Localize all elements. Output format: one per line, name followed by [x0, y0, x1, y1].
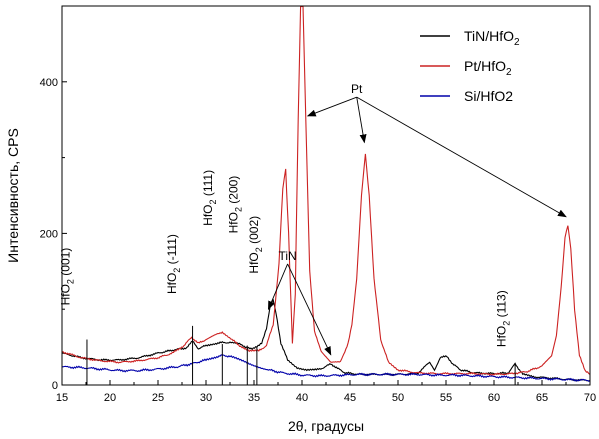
- x-tick-label: 30: [200, 392, 212, 404]
- x-tick-label: 15: [56, 392, 68, 404]
- x-tick-label: 55: [440, 392, 452, 404]
- peak-arrow: [356, 97, 367, 144]
- x-tick-label: 70: [584, 392, 596, 404]
- y-tick-label: 200: [40, 228, 58, 240]
- annotation-label: HfO2 (-111): [165, 234, 182, 294]
- legend: TiN/HfO2 Pt/HfO2 Si/HfO2: [420, 28, 520, 104]
- y-tick-label: 400: [40, 77, 58, 89]
- series-line-1: [62, 298, 590, 382]
- annotation-label: HfO2 (113): [495, 290, 512, 347]
- x-tick-label: 40: [296, 392, 308, 404]
- legend-label: Si/HfO2: [464, 88, 513, 104]
- x-axis-label: 2θ, градусы: [288, 418, 364, 434]
- annotation-label: HfO2 (002): [247, 216, 264, 274]
- x-tick-label: 60: [488, 392, 500, 404]
- annotation-label: HfO2 (001): [59, 248, 76, 306]
- series-line-2: [62, 6, 590, 376]
- peak-arrow: [356, 96, 567, 218]
- peak-arrow: [306, 96, 357, 117]
- y-axis-label: Интенсивность, CPS: [5, 128, 21, 263]
- annotation-label: HfO2 (111): [201, 170, 218, 226]
- x-tick-label: 45: [344, 392, 356, 404]
- series-line-3: [62, 354, 590, 382]
- annotation-label: HfO2 (200): [227, 176, 244, 234]
- legend-label: Pt/HfO2: [464, 58, 512, 78]
- axes-layer: 15 20 25 30 35 40 45 50 55 60 65 70 0 200 400: [40, 77, 596, 404]
- x-tick-label: 65: [536, 392, 548, 404]
- x-tick-label: 25: [152, 392, 164, 404]
- annotation-layer: HfO2 (001) HfO2 (-111) HfO2 (111) HfO2 (200…: [59, 82, 567, 385]
- legend-label: TiN/HfO2: [464, 28, 520, 48]
- peak-group-label: TiN: [278, 249, 296, 263]
- series-layer: [62, 6, 590, 382]
- x-tick-label: 20: [104, 392, 116, 404]
- y-tick-label: 0: [52, 380, 58, 392]
- peak-arrow: [287, 263, 332, 356]
- peak-group-label: Pt: [351, 82, 363, 96]
- x-tick-label: 50: [392, 392, 404, 404]
- peak-arrow: [267, 263, 289, 311]
- x-tick-label: 35: [248, 392, 260, 404]
- plot-frame: [61, 5, 591, 386]
